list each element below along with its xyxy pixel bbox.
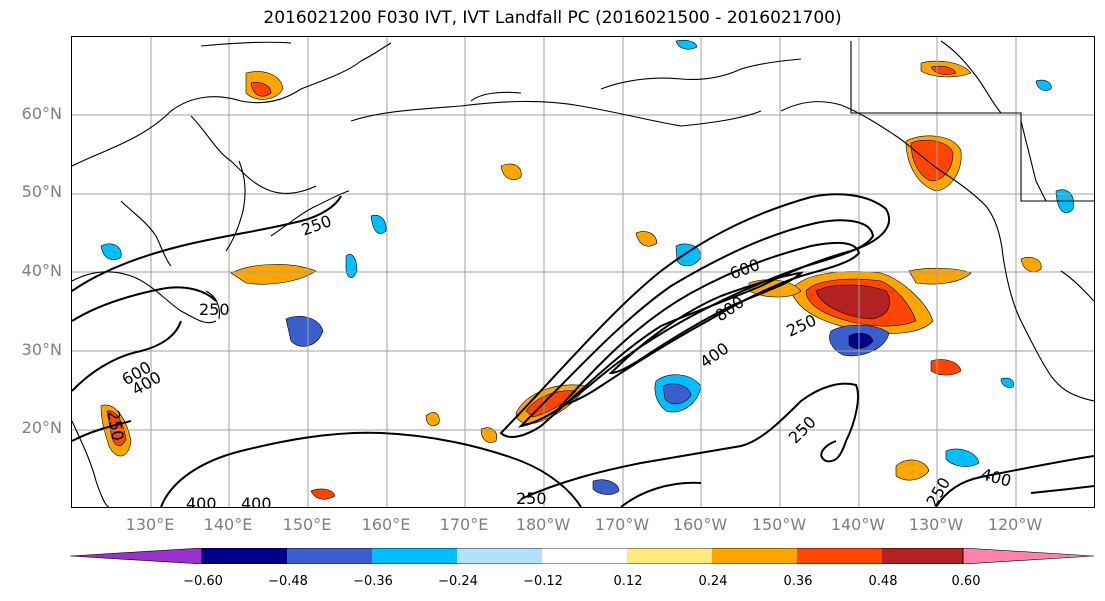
colorbar-extend-low — [70, 548, 203, 564]
contour-label: 600 — [727, 255, 762, 283]
lon-label-160w: 160°W — [672, 515, 728, 534]
colorbar-tick: −0.48 — [268, 574, 308, 589]
colorbar-tick: 0.48 — [868, 574, 898, 589]
ivt-contours — [72, 193, 1094, 507]
lon-label-120w: 120°W — [987, 515, 1043, 534]
contour-labels: 600 800 250 400 250 250 250 600 400 250 … — [104, 211, 1014, 507]
colorbar-tick: −0.60 — [183, 574, 223, 589]
colorbar-tick: 0.60 — [951, 574, 981, 589]
contour-label: 400 — [696, 339, 732, 372]
colorbar-segment — [372, 548, 457, 564]
positive-anomaly-patches — [100, 60, 1042, 500]
graticule — [72, 37, 1094, 507]
coastlines — [72, 40, 1094, 507]
colorbar-segment — [797, 548, 882, 564]
colorbar-extend-high — [962, 548, 1094, 564]
colorbar-tick: −0.36 — [353, 574, 393, 589]
lat-label-20n: 20°N — [21, 418, 62, 437]
colorbar-segment — [712, 548, 797, 564]
negative-anomaly-patches — [100, 39, 1074, 495]
lon-label-130w: 130°W — [908, 515, 964, 534]
lon-label-150w: 150°W — [751, 515, 807, 534]
colorbar-segment — [287, 548, 372, 564]
colorbar-tick: 0.36 — [783, 574, 813, 589]
lat-label-40n: 40°N — [21, 261, 62, 280]
lat-label-30n: 30°N — [21, 340, 62, 359]
colorbar-tick: 0.24 — [698, 574, 728, 589]
contour-label: 400 — [979, 464, 1013, 490]
lon-label-150e: 150°E — [282, 515, 332, 534]
lon-label-170w: 170°W — [594, 515, 650, 534]
map-canvas: 600 800 250 400 250 250 250 600 400 250 … — [72, 37, 1094, 507]
contour-label: 250 — [785, 412, 820, 447]
contour-label: 250 — [299, 211, 334, 239]
lon-label-140w: 140°W — [830, 515, 886, 534]
contour-label: 250 — [516, 489, 547, 507]
contour-label: 400 — [241, 494, 272, 507]
map-title: 2016021200 F030 IVT, IVT Landfall PC (20… — [263, 8, 842, 28]
contour-label: 400 — [186, 494, 217, 507]
colorbar-tick: −0.24 — [438, 574, 478, 589]
colorbar-tick: 0.12 — [613, 574, 643, 589]
colorbar — [70, 548, 1094, 564]
lon-label-140e: 140°E — [203, 515, 253, 534]
contour-label: 250 — [199, 300, 230, 319]
colorbar-tick: −0.12 — [523, 574, 563, 589]
colorbar-segment — [457, 548, 542, 564]
colorbar-segment — [542, 548, 627, 564]
lat-label-60n: 60°N — [21, 104, 62, 123]
lat-label-50n: 50°N — [21, 182, 62, 201]
colorbar-segment — [882, 548, 963, 564]
colorbar-segment — [627, 548, 712, 564]
contour-label: 250 — [922, 474, 954, 507]
lon-label-130e: 130°E — [125, 515, 175, 534]
map-panel[interactable]: 600 800 250 400 250 250 250 600 400 250 … — [71, 36, 1095, 508]
lon-label-180w: 180°W — [515, 515, 571, 534]
lon-label-170e: 170°E — [439, 515, 489, 534]
colorbar-segment — [202, 548, 287, 564]
lon-label-160e: 160°E — [361, 515, 411, 534]
